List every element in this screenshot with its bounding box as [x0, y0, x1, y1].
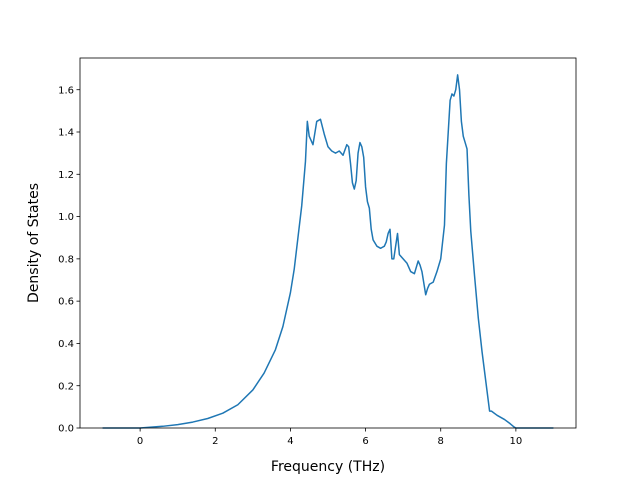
- x-tick-label: 10: [510, 436, 523, 447]
- y-tick-label: 0.4: [58, 339, 74, 350]
- y-axis-ticks: 0.0 0.2 0.4 0.6 0.8 1.0 1.2 1.4 1.6: [58, 85, 80, 435]
- y-tick-label: 1.0: [58, 212, 74, 223]
- y-tick-label: 1.4: [58, 128, 74, 139]
- x-tick-label: 2: [212, 436, 218, 447]
- y-tick-label: 1.6: [58, 85, 74, 96]
- y-tick-label: 0.0: [58, 424, 74, 435]
- y-tick-label: 0.6: [58, 297, 74, 308]
- plot-area: [80, 58, 576, 428]
- x-tick-label: 8: [438, 436, 444, 447]
- x-tick-label: 0: [137, 436, 143, 447]
- y-tick-label: 0.2: [58, 381, 74, 392]
- y-tick-label: 0.8: [58, 254, 74, 265]
- x-axis-ticks: 0 2 4 6 8 10: [137, 428, 522, 447]
- x-axis-label: Frequency (THz): [271, 459, 385, 475]
- plot-frame: [79, 57, 577, 429]
- series-layer: [102, 74, 554, 429]
- y-tick-label: 1.2: [58, 170, 74, 181]
- y-axis-label: Density of States: [26, 183, 42, 303]
- x-tick-label: 6: [362, 436, 368, 447]
- x-tick-label: 4: [287, 436, 293, 447]
- dos-series-line: [102, 74, 554, 429]
